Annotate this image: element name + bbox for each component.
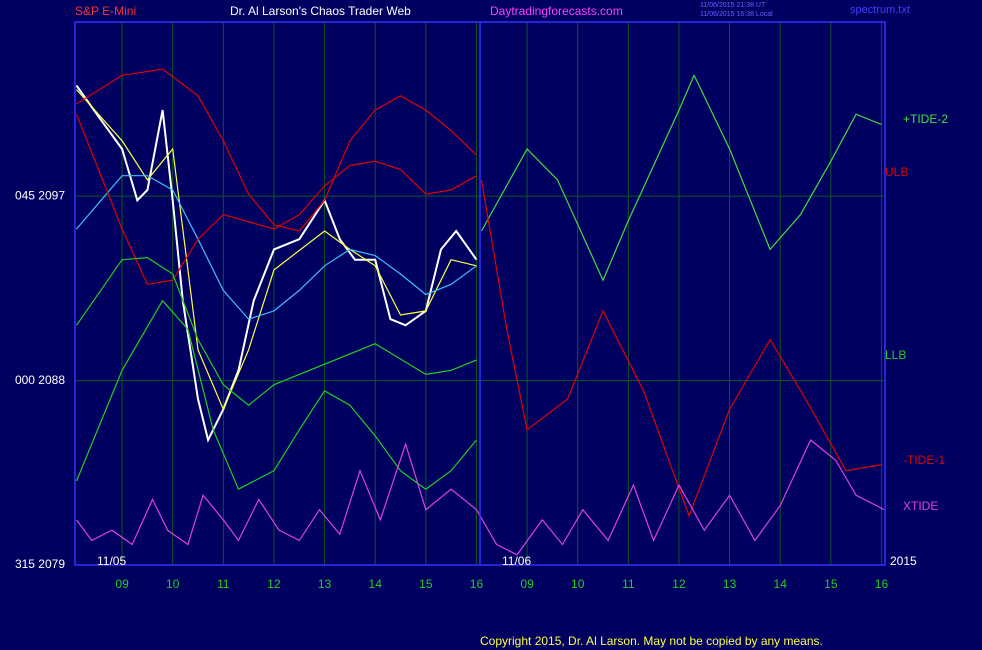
site: Daytradingforecasts.com xyxy=(490,4,623,18)
x-tick-label: 13 xyxy=(318,577,332,591)
series-line xyxy=(75,84,478,443)
x-tick-label: 09 xyxy=(520,577,534,591)
series-line xyxy=(480,179,882,518)
x-tick-label: 13 xyxy=(723,577,737,591)
y-tick-label: 000 2088 xyxy=(15,373,65,387)
legend-label: LLB xyxy=(885,348,906,362)
file-name: spectrum.txt xyxy=(850,4,910,16)
legend-label: XTIDE xyxy=(903,499,938,513)
series-line xyxy=(76,175,477,320)
date-label: 11/06 xyxy=(502,554,531,568)
x-tick-label: 12 xyxy=(267,577,281,591)
x-tick-label: 09 xyxy=(115,577,129,591)
date-label: 2015 xyxy=(890,554,917,568)
series-line xyxy=(76,89,477,411)
x-tick-label: 16 xyxy=(470,577,484,591)
copyright: Copyright 2015, Dr. Al Larson. May not b… xyxy=(480,634,823,648)
x-tick-label: 12 xyxy=(672,577,686,591)
x-tick-label: 11 xyxy=(622,577,635,591)
x-tick-label: 10 xyxy=(571,577,585,591)
series-line xyxy=(76,68,477,232)
y-tick-label: 045 2097 xyxy=(15,188,65,202)
timestamp: 11/06/2015 21:38 UT xyxy=(700,2,766,9)
instrument: S&P E-Mini xyxy=(75,4,136,18)
legend-label: -TIDE-1 xyxy=(903,453,945,467)
x-tick-label: 16 xyxy=(875,577,889,591)
timestamp: 11/06/2015 16:38 Local xyxy=(700,11,773,18)
x-tick-label: 14 xyxy=(774,577,788,591)
x-tick-label: 10 xyxy=(166,577,180,591)
series-line xyxy=(480,73,882,282)
x-tick-label: 11 xyxy=(217,577,230,591)
legend-label: +TIDE-2 xyxy=(903,112,948,126)
chart-title: Dr. Al Larson's Chaos Trader Web xyxy=(230,4,411,18)
series-line xyxy=(76,256,477,406)
date-label: 11/05 xyxy=(97,554,126,568)
y-tick-label: 315 2079 xyxy=(15,557,65,571)
x-tick-label: 15 xyxy=(824,577,838,591)
legend-label: ULB xyxy=(885,165,908,179)
series-line xyxy=(76,439,885,556)
x-tick-label: 15 xyxy=(419,577,433,591)
series-line xyxy=(75,113,477,285)
x-tick-label: 14 xyxy=(369,577,383,591)
